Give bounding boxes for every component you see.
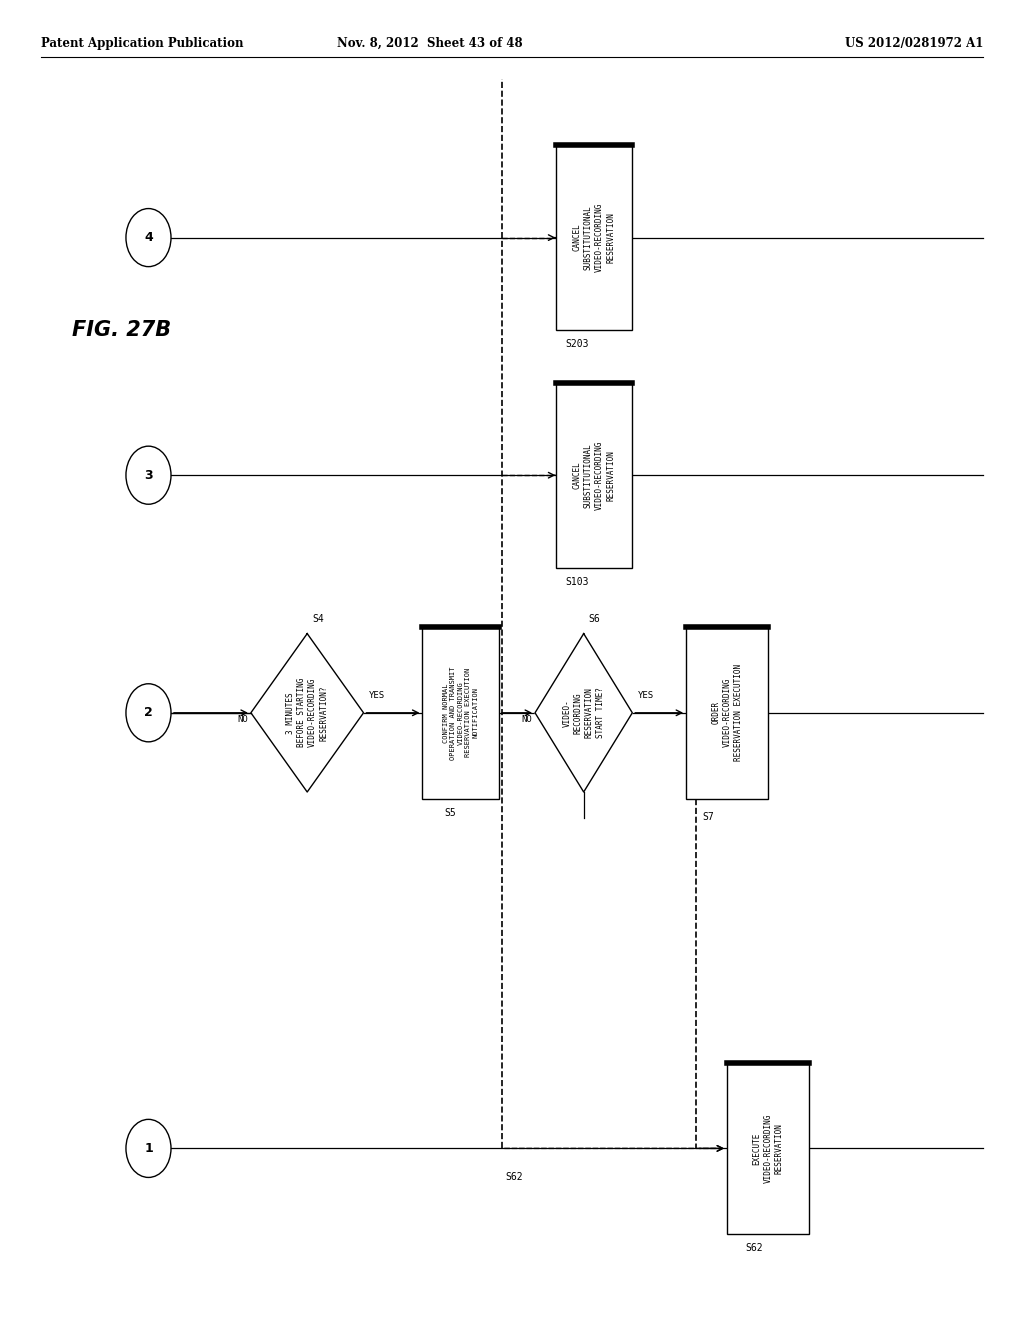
Bar	[423, 627, 500, 799]
Text: Nov. 8, 2012  Sheet 43 of 48: Nov. 8, 2012 Sheet 43 of 48	[337, 37, 523, 50]
Text: YES: YES	[637, 690, 653, 700]
Text: Patent Application Publication: Patent Application Publication	[41, 37, 244, 50]
Text: S4: S4	[312, 614, 324, 624]
Text: S62: S62	[745, 1243, 763, 1254]
Text: CANCEL
SUBSTITUTIONAL
VIDEO-RECORDING
RESERVATION: CANCEL SUBSTITUTIONAL VIDEO-RECORDING RE…	[572, 441, 615, 510]
Text: S5: S5	[444, 808, 456, 818]
Circle shape	[126, 446, 171, 504]
Bar	[727, 1063, 809, 1234]
Text: VIDEO-
RECORDING
RESERVATION
START TIME?: VIDEO- RECORDING RESERVATION START TIME?	[562, 688, 605, 738]
Circle shape	[126, 684, 171, 742]
Bar	[686, 627, 768, 799]
Circle shape	[126, 209, 171, 267]
Text: 3 MINUTES
BEFORE STARTING
VIDEO-RECORDING
RESERVATION?: 3 MINUTES BEFORE STARTING VIDEO-RECORDIN…	[286, 678, 329, 747]
Text: 2: 2	[144, 706, 153, 719]
Text: EXECUTE
VIDEO-RECORDING
RESERVATION: EXECUTE VIDEO-RECORDING RESERVATION	[753, 1114, 783, 1183]
Bar	[555, 383, 632, 568]
Circle shape	[126, 1119, 171, 1177]
Text: 4: 4	[144, 231, 153, 244]
Text: NO: NO	[521, 715, 532, 723]
Text: S203: S203	[565, 339, 589, 350]
Text: S62: S62	[506, 1172, 523, 1183]
Text: ORDER
VIDEO-RECORDING
RESERVATION EXECUTION: ORDER VIDEO-RECORDING RESERVATION EXECUT…	[712, 664, 742, 762]
Text: 3: 3	[144, 469, 153, 482]
Text: 1: 1	[144, 1142, 153, 1155]
Text: S103: S103	[565, 577, 589, 587]
Text: S6: S6	[589, 614, 600, 624]
Text: YES: YES	[369, 690, 385, 700]
Text: US 2012/0281972 A1: US 2012/0281972 A1	[845, 37, 983, 50]
Polygon shape	[535, 634, 632, 792]
Polygon shape	[251, 634, 364, 792]
Bar	[555, 145, 632, 330]
Text: S7: S7	[702, 812, 714, 822]
Text: FIG. 27B: FIG. 27B	[72, 319, 171, 341]
Text: CANCEL
SUBSTITUTIONAL
VIDEO-RECORDING
RESERVATION: CANCEL SUBSTITUTIONAL VIDEO-RECORDING RE…	[572, 203, 615, 272]
Text: NO: NO	[238, 715, 248, 723]
Text: CONFIRM NORMAL
OPERATION AND TRANSMIT
VIDEO-RECORDING
RESERVATION EXECUTION
NOTI: CONFIRM NORMAL OPERATION AND TRANSMIT VI…	[442, 667, 479, 759]
